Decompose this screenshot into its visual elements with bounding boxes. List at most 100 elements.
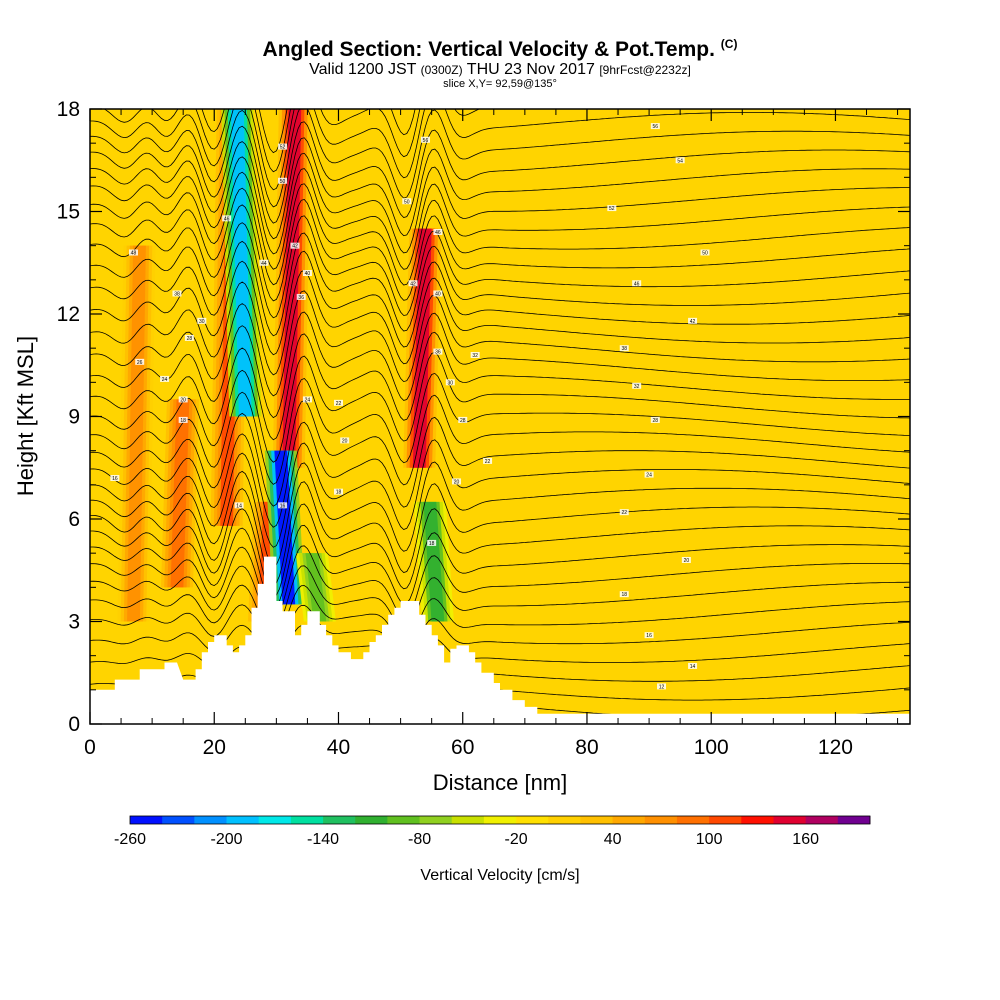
contour-label: 46 <box>222 215 232 222</box>
pot-temp-contour <box>90 290 910 397</box>
contour-label-text: 20 <box>342 438 348 444</box>
contour-label: 20 <box>340 437 350 444</box>
contour-label-text: 20 <box>684 558 690 564</box>
contour-label: 32 <box>632 382 642 390</box>
pot-temp-contour <box>90 372 910 485</box>
pot-temp-contour <box>90 250 910 356</box>
x-tick-label: 20 <box>203 736 226 759</box>
contour-label-text: 56 <box>423 138 429 144</box>
contour-label-text: 46 <box>224 216 230 222</box>
downdraft-band-3-3 <box>305 553 327 622</box>
colorbar-title: Vertical Velocity [cm/s] <box>420 867 579 884</box>
updraft-band-5-3 <box>127 245 146 622</box>
pot-temp-contour <box>90 524 910 609</box>
contour-label: 24 <box>160 375 170 383</box>
contour-label-text: 18 <box>336 490 342 496</box>
y-axis-title: Height [Kft MSL] <box>13 336 38 496</box>
contour-label: 54 <box>675 157 685 164</box>
contour-label: 18 <box>333 488 343 496</box>
contour-label-text: 16 <box>646 633 652 639</box>
colorbar-swatch <box>130 816 163 824</box>
potential-temperature-contours <box>90 109 910 720</box>
contour-label-text: 20 <box>454 479 460 485</box>
contour-label-text: 20 <box>180 397 186 403</box>
colorbar-tick-label: -80 <box>408 831 431 848</box>
contour-label-text: 18 <box>621 592 627 598</box>
contour-label-text: 38 <box>621 346 627 352</box>
y-tick-label: 3 <box>68 611 80 634</box>
pot-temp-contour <box>90 545 910 619</box>
contour-label: 16 <box>110 475 120 482</box>
contour-label-text: 40 <box>435 292 441 298</box>
pot-temp-contour <box>103 109 481 173</box>
y-tick-label: 12 <box>57 303 80 326</box>
colorbar-tick-label: 40 <box>604 831 622 848</box>
contour-labels: 48 38 30 28 26 24 20 18 16 14 46 44 52 50 42 40 36 24 22 20… <box>110 123 710 690</box>
contour-label-text: 22 <box>621 510 627 516</box>
contour-label-text: 14 <box>690 664 696 670</box>
contour-label-text: 22 <box>336 401 342 407</box>
downdraft-band-2-3 <box>423 501 445 622</box>
contour-label: 50 <box>700 249 710 257</box>
contour-label-text: 28 <box>460 418 466 424</box>
colorbar-swatch <box>805 816 839 824</box>
pot-temp-contour <box>90 331 910 441</box>
y-tick-label: 9 <box>68 406 80 429</box>
pot-temp-contour <box>90 565 910 632</box>
contour-label-text: 30 <box>448 380 454 386</box>
contour-label: 30 <box>197 317 207 325</box>
contour-label: 42 <box>688 317 698 325</box>
contour-label-text: 24 <box>646 473 652 479</box>
colorbar-swatch <box>773 816 807 824</box>
contour-label: 14 <box>234 502 244 509</box>
contour-label: 16 <box>644 632 654 639</box>
terrain-mask <box>90 556 910 724</box>
contour-label-text: 36 <box>435 350 441 356</box>
contour-label-text: 24 <box>305 397 311 403</box>
contour-label: 48 <box>128 249 138 257</box>
contour-label: 24 <box>644 471 654 479</box>
pot-temp-contour <box>90 584 910 645</box>
pot-temp-contour <box>90 168 910 270</box>
contour-label-text: 32 <box>472 353 478 359</box>
colorbar-swatch <box>548 816 581 824</box>
contour-label: 46 <box>433 229 443 236</box>
pot-temp-contour <box>90 439 910 548</box>
x-tick-label: 120 <box>818 736 853 759</box>
contour-label-text: 50 <box>280 179 286 185</box>
downdraft-band-0-3 <box>230 109 252 417</box>
contour-label: 18 <box>178 416 188 424</box>
contour-label-text: 42 <box>410 281 416 287</box>
contour-label-text: 12 <box>659 684 665 690</box>
contour-label-text: 52 <box>609 206 615 212</box>
pot-temp-contour <box>90 215 910 319</box>
contour-label-text: 54 <box>677 158 683 164</box>
title-tag: (C) <box>720 37 738 51</box>
colorbar-swatch <box>644 816 678 824</box>
colorbar-swatch <box>419 816 453 824</box>
colorbar-swatch <box>226 816 260 824</box>
contour-label: 56 <box>420 136 430 144</box>
contour-label-text: 36 <box>298 295 304 301</box>
pot-temp-contour <box>90 351 910 463</box>
contour-label-text: 24 <box>162 377 168 383</box>
contour-label-text: 50 <box>404 199 410 205</box>
colorbar-swatch <box>837 816 871 824</box>
pot-temp-contour <box>90 416 910 528</box>
colorbar-swatch <box>387 816 420 824</box>
contour-label: 52 <box>278 143 288 151</box>
contour-label: 46 <box>632 280 642 287</box>
contour-label: 20 <box>178 396 188 403</box>
downdraft-band-1-3 <box>274 450 296 605</box>
colorbar-frame <box>129 815 871 825</box>
colorbar-swatch <box>676 816 710 824</box>
contour-label: 36 <box>433 348 443 356</box>
valid-zulu: (0300Z) <box>420 63 463 77</box>
contour-label-text: 46 <box>634 281 640 287</box>
colorbar-swatch <box>580 816 614 824</box>
contour-label-text: 22 <box>485 459 491 465</box>
colorbar-tick-label: -140 <box>307 831 339 848</box>
contour-label: 20 <box>681 557 691 564</box>
contour-label: 42 <box>290 242 300 250</box>
